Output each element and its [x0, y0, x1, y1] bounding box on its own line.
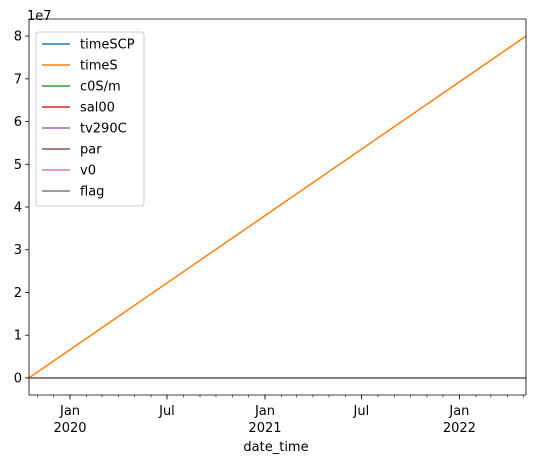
x-tick-label: Jul — [158, 404, 175, 419]
y-tick-label: 5 — [14, 158, 22, 173]
y-tick-label: 7 — [14, 72, 22, 87]
x-tick-label: Jan — [448, 404, 469, 419]
legend: timeSCP timeS c0S/m sal00 tv290C par v0 flag — [35, 31, 145, 207]
y-tick-label: 3 — [14, 243, 22, 258]
legend-label-v0: v0 — [80, 164, 96, 179]
legend-label-sal00: sal00 — [80, 101, 115, 116]
legend-label-timescp: timeSCP — [80, 38, 135, 53]
y-tick-label: 2 — [14, 286, 22, 301]
x-tick-year-label: 2021 — [248, 421, 281, 436]
y-tick-label: 4 — [14, 201, 22, 216]
y-tick-label: 0 — [14, 371, 22, 386]
y-tick-label: 6 — [14, 115, 22, 130]
plot-area: 0 1 2 3 4 5 6 7 8 Jan 2020 Jul Jan 2021 Jul Jan 2022 — [14, 18, 527, 436]
legend-label-c0s-m: c0S/m — [80, 80, 121, 95]
x-tick-year-label: 2020 — [53, 421, 86, 436]
legend-label-times: timeS — [80, 59, 118, 74]
y-tick-label: 8 — [14, 30, 22, 45]
y-tick-label: 1 — [14, 329, 22, 344]
x-tick-label: Jan — [254, 404, 275, 419]
legend-label-par: par — [80, 143, 102, 158]
x-tick-label: Jul — [353, 404, 370, 419]
y-exponent-label: 1e7 — [27, 9, 52, 24]
x-tick-year-label: 2022 — [443, 421, 476, 436]
x-tick-label: Jan — [59, 404, 80, 419]
legend-label-flag: flag — [80, 185, 104, 200]
series-line-times — [28, 35, 527, 379]
x-axis-label: date_time — [243, 440, 308, 455]
legend-label-tv290c: tv290C — [80, 122, 127, 137]
legend-box — [35, 31, 145, 207]
